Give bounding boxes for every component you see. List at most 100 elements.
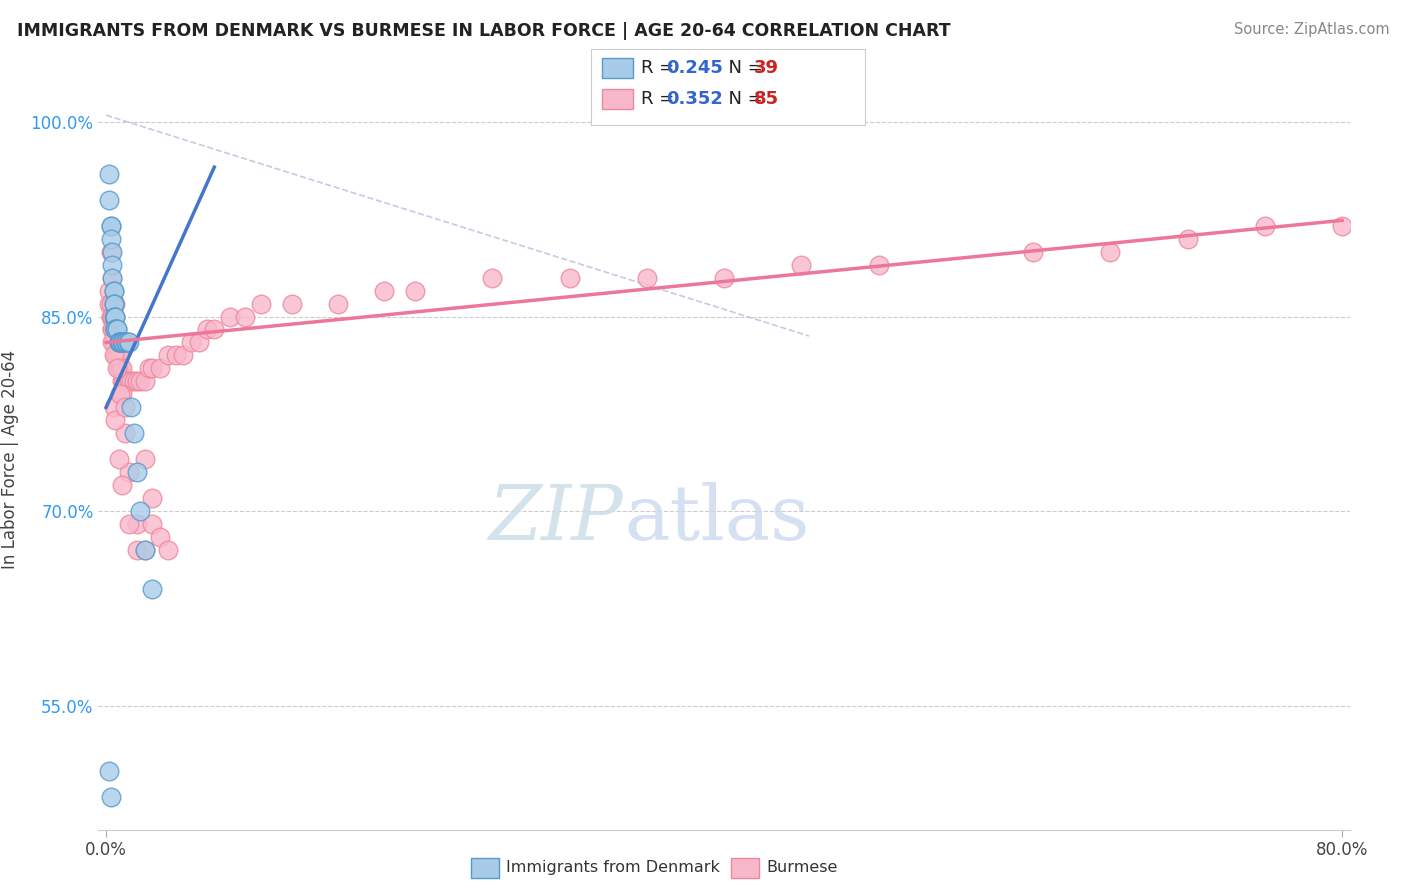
Point [326, 296, 349, 310]
Point [104, 322, 127, 336]
Text: 0.352: 0.352 [666, 90, 723, 108]
Text: R =: R = [641, 59, 681, 77]
Point [149, 530, 172, 544]
Point [100, 296, 122, 310]
Point [100, 244, 122, 259]
Point [125, 517, 148, 532]
Point [202, 322, 225, 336]
Point [156, 543, 179, 558]
Text: Immigrants from Denmark: Immigrants from Denmark [506, 861, 720, 875]
Point [103, 335, 125, 350]
Point [195, 322, 218, 336]
Point [141, 582, 163, 597]
Point [103, 296, 125, 310]
Point [103, 296, 125, 310]
Text: Burmese: Burmese [766, 861, 838, 875]
Point [134, 375, 156, 389]
Y-axis label: In Labor Force | Age 20-64: In Labor Force | Age 20-64 [1, 350, 20, 569]
Point [108, 361, 131, 376]
Point [1099, 244, 1122, 259]
Point [100, 310, 122, 324]
Point [110, 335, 132, 350]
Point [115, 375, 138, 389]
Point [101, 244, 124, 259]
Point [118, 335, 141, 350]
Point [134, 543, 156, 558]
Point [373, 284, 395, 298]
Point [218, 310, 240, 324]
Point [101, 270, 124, 285]
Point [118, 375, 141, 389]
Point [103, 335, 125, 350]
Point [104, 310, 127, 324]
Point [103, 284, 125, 298]
Point [107, 452, 129, 467]
Point [105, 322, 128, 336]
Text: 39: 39 [754, 59, 779, 77]
Text: IMMIGRANTS FROM DENMARK VS BURMESE IN LABOR FORCE | AGE 20-64 CORRELATION CHART: IMMIGRANTS FROM DENMARK VS BURMESE IN LA… [17, 22, 950, 40]
Point [98, 296, 121, 310]
Point [1177, 231, 1199, 245]
Point [98, 764, 121, 778]
Point [138, 361, 160, 376]
Text: N =: N = [717, 59, 769, 77]
Point [122, 426, 145, 441]
Point [105, 349, 128, 363]
Point [105, 349, 128, 363]
Point [165, 349, 187, 363]
Point [187, 335, 209, 350]
Point [129, 504, 152, 518]
Point [112, 375, 135, 389]
Point [117, 335, 139, 350]
Text: Source: ZipAtlas.com: Source: ZipAtlas.com [1233, 22, 1389, 37]
Text: 0.245: 0.245 [666, 59, 723, 77]
Point [101, 322, 124, 336]
Text: N =: N = [717, 90, 769, 108]
Point [141, 517, 163, 532]
Point [134, 543, 156, 558]
Point [100, 219, 122, 233]
Point [636, 270, 658, 285]
Point [110, 361, 132, 376]
Text: atlas: atlas [624, 482, 810, 556]
Point [98, 193, 121, 207]
Point [101, 258, 124, 272]
Point [1254, 219, 1277, 233]
Point [104, 322, 127, 336]
Point [108, 335, 131, 350]
Point [172, 349, 194, 363]
Point [110, 387, 132, 401]
Point [104, 296, 127, 310]
Point [404, 284, 426, 298]
Point [481, 270, 503, 285]
Point [108, 335, 131, 350]
Point [107, 361, 129, 376]
Point [249, 296, 271, 310]
Point [108, 387, 131, 401]
Point [107, 349, 129, 363]
Point [156, 349, 179, 363]
Point [713, 270, 735, 285]
Point [114, 401, 136, 415]
Point [125, 543, 148, 558]
Point [558, 270, 581, 285]
Point [1331, 219, 1354, 233]
Text: 85: 85 [754, 90, 779, 108]
Point [141, 491, 163, 506]
Point [120, 375, 142, 389]
Point [107, 335, 129, 350]
Point [107, 335, 129, 350]
Point [114, 335, 136, 350]
Point [107, 335, 129, 350]
Point [98, 284, 121, 298]
Point [141, 361, 163, 376]
Point [104, 310, 127, 324]
Point [118, 517, 141, 532]
Point [134, 452, 156, 467]
Point [115, 335, 138, 350]
Point [114, 375, 136, 389]
Point [104, 335, 127, 350]
Point [103, 401, 125, 415]
Point [103, 322, 125, 336]
Point [110, 375, 132, 389]
